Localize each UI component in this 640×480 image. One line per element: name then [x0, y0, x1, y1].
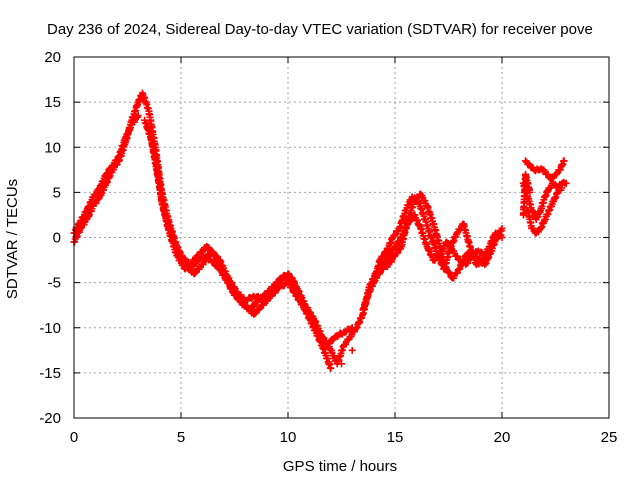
data-point	[273, 279, 281, 287]
data-point	[379, 253, 387, 261]
data-point	[411, 194, 419, 202]
data-point	[445, 268, 453, 276]
x-tick-label: 20	[494, 429, 511, 446]
data-point	[498, 234, 506, 241]
y-tick-label: -5	[48, 275, 61, 292]
data-point	[348, 324, 356, 332]
x-tick-label: 0	[70, 429, 78, 446]
y-axis-label: SDTVAR / TECUs	[4, 179, 21, 299]
data-point	[453, 229, 461, 237]
data-point	[327, 364, 335, 372]
y-tick-label: -10	[39, 320, 61, 337]
x-tick-label: 10	[280, 429, 297, 446]
series-4	[519, 157, 570, 237]
x-axis-label: GPS time / hours	[283, 458, 397, 475]
chart-title: Day 236 of 2024, Sidereal Day-to-day VTE…	[47, 21, 593, 38]
data-point	[338, 360, 345, 368]
y-tick-label: -20	[39, 410, 61, 427]
data-points	[70, 89, 570, 372]
y-tick-label: 10	[44, 139, 61, 156]
data-point	[498, 224, 506, 232]
data-point	[553, 170, 561, 178]
data-point	[76, 217, 84, 225]
data-point	[492, 229, 500, 237]
data-point	[558, 184, 566, 192]
y-tick-label: 5	[53, 184, 61, 201]
grid-lines	[74, 57, 609, 418]
y-tick-label: 0	[53, 230, 61, 247]
x-tick-label: 25	[601, 429, 618, 446]
data-point	[347, 325, 355, 333]
data-point	[134, 112, 142, 120]
data-point	[191, 269, 199, 277]
x-tick-label: 5	[177, 429, 185, 446]
y-tick-label: -15	[39, 365, 61, 382]
data-point	[202, 252, 210, 260]
data-point	[180, 254, 188, 262]
data-point	[208, 247, 216, 255]
x-tick-label: 15	[387, 429, 404, 446]
data-point	[251, 310, 259, 318]
plot-frame	[73, 56, 610, 419]
series-3	[141, 116, 500, 350]
y-tick-label: 15	[44, 94, 61, 111]
data-point	[560, 157, 568, 165]
data-point	[562, 179, 570, 187]
data-point	[348, 346, 356, 354]
y-tick-label: 20	[44, 49, 61, 66]
data-point	[526, 188, 534, 196]
